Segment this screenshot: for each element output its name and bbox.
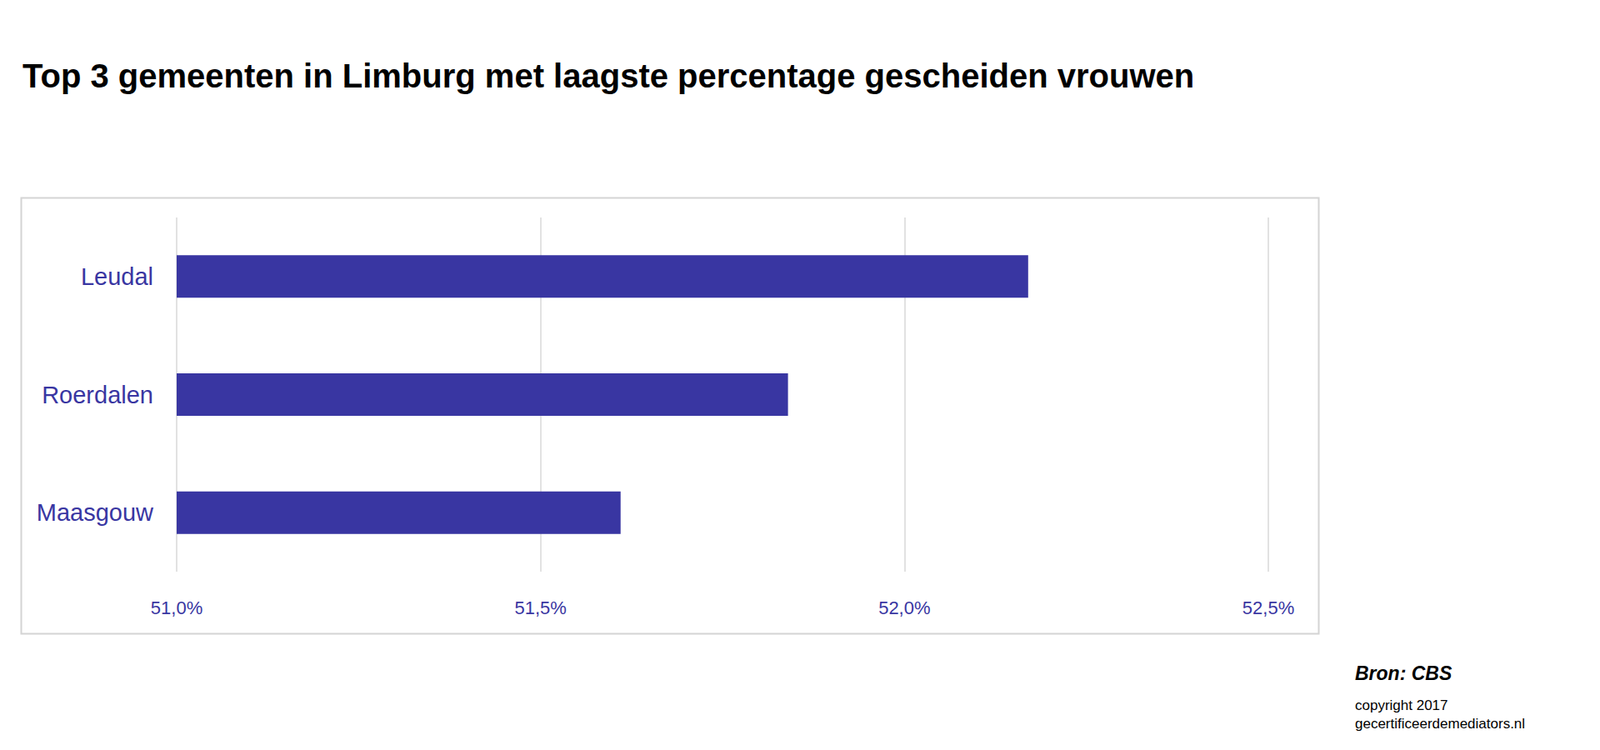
svg-text:52,5%: 52,5% <box>1242 597 1295 619</box>
svg-text:52,0%: 52,0% <box>878 597 930 619</box>
svg-text:copyright 2017: copyright 2017 <box>1355 697 1449 714</box>
svg-text:Maasgouw: Maasgouw <box>36 499 155 526</box>
svg-text:Top 3 gemeenten in Limburg met: Top 3 gemeenten in Limburg met laagste p… <box>22 57 1195 95</box>
svg-text:51,0%: 51,0% <box>150 597 203 619</box>
svg-text:Leudal: Leudal <box>80 263 154 290</box>
svg-text:Roerdalen: Roerdalen <box>41 381 154 409</box>
svg-text:51,5%: 51,5% <box>514 597 566 619</box>
svg-text:gecertificeerdemediators.nl: gecertificeerdemediators.nl <box>1355 715 1525 732</box>
svg-text:Bron: CBS: Bron: CBS <box>1355 662 1453 685</box>
